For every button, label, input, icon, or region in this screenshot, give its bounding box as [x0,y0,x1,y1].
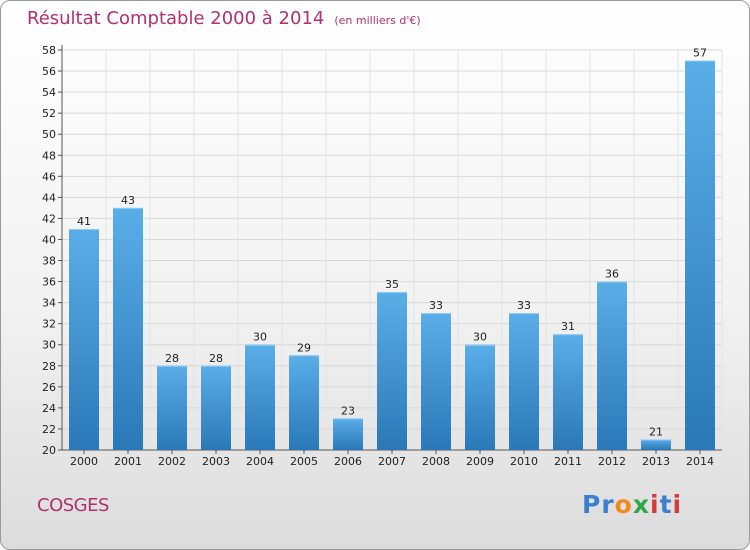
y-tick-label: 38 [42,255,56,268]
bar-2007 [377,292,407,450]
y-tick-label: 44 [42,191,56,204]
bar-2005 [289,355,319,450]
y-tick-label: 56 [42,65,56,78]
commune-name: COSGES [37,495,109,516]
y-tick-label: 52 [42,107,56,120]
x-tick-label: 2002 [158,455,186,468]
x-tick-label: 2012 [598,455,626,468]
y-tick-label: 22 [42,423,56,436]
x-tick-label: 2006 [334,455,362,468]
x-tick-label: 2008 [422,455,450,468]
data-label: 36 [605,268,619,281]
x-tick-label: 2004 [246,455,274,468]
bar-2003 [201,365,231,450]
x-tick-label: 2007 [378,455,406,468]
chart-title: Résultat Comptable 2000 à 2014 (en millie… [27,8,421,29]
data-label: 33 [517,299,531,312]
y-tick-label: 48 [42,149,56,162]
data-label: 43 [121,194,135,207]
chart-subtitle: (en milliers d'€) [334,14,421,27]
bar-2014 [685,60,715,451]
proxiti-logo: Proxiti [582,490,683,519]
bar-2013 [641,439,671,450]
data-label: 28 [209,352,223,365]
bar-layer [69,60,715,451]
data-label: 30 [473,331,487,344]
y-tick-label: 50 [42,128,56,141]
data-label: 35 [385,278,399,291]
x-tick-label: 2014 [686,455,714,468]
y-tick-label: 46 [42,170,56,183]
bar-2009 [465,344,495,450]
x-tick-label: 2009 [466,455,494,468]
y-tick-label: 26 [42,381,56,394]
bar-2004 [245,344,275,450]
x-tick-label: 2013 [642,455,670,468]
y-tick-label: 32 [42,318,56,331]
y-tick-label: 42 [42,212,56,225]
bar-2000 [69,228,99,450]
x-tick-label: 2010 [510,455,538,468]
data-label: 28 [165,352,179,365]
data-label: 31 [561,320,575,333]
y-tick-label: 58 [42,44,56,57]
y-tick-label: 54 [42,86,56,99]
bar-2010 [509,313,539,450]
data-label: 21 [649,425,663,438]
x-tick-label: 2011 [554,455,582,468]
data-label: 41 [77,215,91,228]
bar-2011 [553,334,583,450]
bar-2008 [421,313,451,450]
y-tick-label: 24 [42,402,56,415]
bar-2012 [597,281,627,450]
data-label: 23 [341,404,355,417]
x-tick-label: 2005 [290,455,318,468]
label-layer: 41 43 28 28 30 29 23 35 33 30 33 31 36 21 57 [77,47,707,439]
y-tick-label: 36 [42,276,56,289]
bar-2006 [333,418,363,450]
y-tick-label: 34 [42,297,56,310]
data-label: 29 [297,341,311,354]
data-label: 30 [253,331,267,344]
data-label: 33 [429,299,443,312]
y-tick-label: 28 [42,360,56,373]
chart-title-text: Résultat Comptable 2000 à 2014 [27,8,325,29]
y-tick-label: 30 [42,339,56,352]
y-tick-label: 20 [42,444,56,457]
x-tick-label: 2003 [202,455,230,468]
data-label: 57 [693,47,707,60]
bar-2001 [113,207,143,450]
y-tick-label: 40 [42,233,56,246]
bar-2002 [157,365,187,450]
x-tick-label: 2001 [114,455,142,468]
x-tick-label: 2000 [70,455,98,468]
